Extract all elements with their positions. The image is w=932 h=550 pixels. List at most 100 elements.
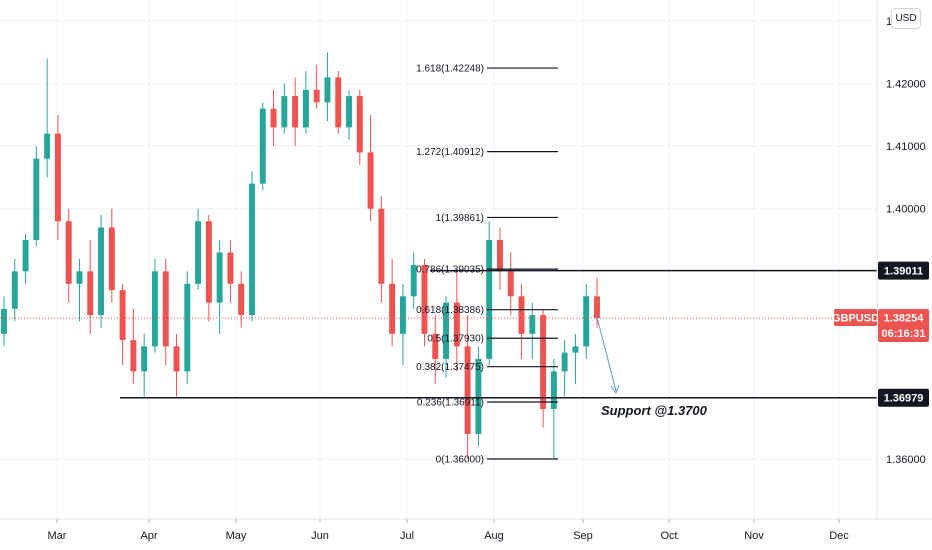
candle	[475, 346, 482, 447]
candle-body	[249, 183, 255, 316]
candle-body	[583, 296, 590, 347]
candle-body	[572, 346, 579, 353]
candle	[302, 71, 309, 134]
candle-body	[594, 296, 600, 319]
symbol-tag-price-bg	[878, 308, 929, 342]
fib-level[interactable]: 0(1.36000)	[436, 455, 558, 466]
candle-body	[550, 371, 557, 409]
price-tick-label: 1.41000	[886, 141, 926, 153]
month-label: Nov	[744, 530, 764, 542]
candle-body	[108, 227, 115, 291]
candle	[356, 89, 363, 165]
candle	[151, 258, 158, 353]
candle-body	[281, 96, 288, 128]
candle-body	[540, 315, 547, 409]
candle-body	[270, 108, 277, 128]
candle-body	[205, 221, 212, 303]
fib-label: 0(1.36000)	[436, 455, 484, 466]
fib-level[interactable]: 0.382(1.37475)	[416, 362, 558, 373]
symbol-tag-name-bg	[834, 308, 877, 326]
price-tick-label: 1.36000	[886, 454, 926, 466]
candle-body	[44, 133, 51, 159]
symbol-tag: GBPUSD 1.38254 06:16:31	[832, 308, 929, 342]
fib-label: 0.236(1.36911)	[417, 397, 484, 408]
candle	[507, 252, 514, 316]
level-tag-text: 1.39011	[884, 266, 923, 278]
candle-body	[151, 271, 158, 347]
month-label: Mar	[48, 530, 67, 542]
fib-level[interactable]: 0.618(1.38386)	[416, 305, 558, 316]
candle	[335, 71, 342, 134]
candle	[292, 77, 299, 147]
fib-label: 0.382(1.37475)	[416, 362, 484, 373]
candle-body	[496, 240, 503, 272]
candle	[76, 258, 83, 322]
level-tag-background	[878, 261, 929, 280]
candle-body	[1, 308, 7, 334]
fib-level[interactable]: 0.236(1.36911)	[417, 397, 558, 408]
candle	[583, 283, 590, 359]
level-tag-background	[878, 388, 929, 407]
symbol-tag-price: 1.38254	[884, 312, 925, 324]
candle	[529, 302, 536, 359]
fib-label: 1.272(1.40912)	[416, 147, 484, 158]
horizontal-levels[interactable]	[120, 269, 877, 399]
candle	[173, 333, 180, 397]
candle-body	[216, 252, 223, 303]
candle	[399, 283, 406, 366]
candle-body	[173, 346, 180, 372]
candle-body	[98, 227, 105, 316]
candle-body	[324, 77, 331, 103]
fib-label: 1.618(1.42248)	[416, 64, 484, 75]
month-label: Aug	[484, 530, 504, 542]
candle-body	[443, 302, 450, 359]
fib-level[interactable]: 1(1.39861)	[436, 213, 558, 224]
time-axis[interactable]: Mar Apr May Jun Jul Aug Sep Oct Nov Dec	[48, 519, 850, 542]
support-annotation[interactable]: Support @1.3700	[601, 403, 708, 418]
candle-body	[561, 352, 568, 372]
candle-body	[475, 358, 482, 434]
arrow-shaft	[596, 316, 617, 392]
candle	[486, 221, 493, 366]
fib-level[interactable]: 0.5(1.37930)	[427, 334, 558, 345]
fib-level[interactable]: 1.272(1.40912)	[416, 147, 558, 158]
candle-body	[302, 89, 309, 128]
fib-level[interactable]: 1.618(1.42248)	[416, 64, 558, 75]
fib-label: 0.5(1.37930)	[427, 334, 484, 345]
candle	[119, 283, 126, 366]
fib-label: 0.618(1.38386)	[416, 305, 484, 316]
candle-body	[432, 333, 439, 359]
candle-body	[389, 283, 396, 334]
candle	[11, 258, 18, 322]
candle	[65, 208, 72, 303]
candle	[389, 258, 396, 347]
month-label: Oct	[660, 530, 677, 542]
candle	[22, 233, 29, 284]
candle-body	[259, 108, 266, 184]
candle	[130, 308, 137, 384]
candle-body	[410, 265, 417, 297]
candle-body	[507, 271, 514, 297]
candle-body	[33, 158, 40, 241]
price-tick-label: 1.40000	[886, 204, 926, 216]
candle-body	[399, 296, 406, 334]
candle	[270, 89, 277, 147]
candle	[184, 271, 191, 384]
price-tick-label: 1.42000	[886, 79, 926, 91]
candle	[54, 114, 61, 241]
candle	[281, 83, 288, 134]
candle-body	[141, 346, 148, 372]
candle-body	[119, 290, 126, 341]
currency-selector-button[interactable]: USD	[891, 8, 921, 29]
candle	[259, 102, 266, 190]
candle-body	[518, 296, 525, 334]
month-label: Sep	[573, 530, 593, 542]
symbol-tag-countdown: 06:16:31	[881, 328, 925, 340]
candle-body	[529, 315, 536, 334]
candle	[195, 208, 202, 291]
candle	[238, 271, 245, 328]
symbol-tag-name: GBPUSD	[832, 312, 879, 324]
candle	[367, 114, 374, 222]
projection-arrow[interactable]	[596, 316, 620, 395]
